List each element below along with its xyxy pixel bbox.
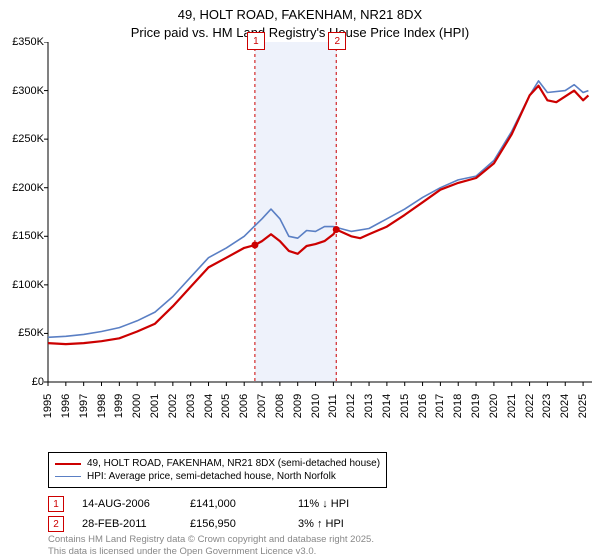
legend-row: 49, HOLT ROAD, FAKENHAM, NR21 8DX (semi-… <box>55 457 380 470</box>
x-tick-label: 1995 <box>42 394 54 418</box>
x-tick-label: 2000 <box>131 394 143 418</box>
x-tick-label: 2018 <box>452 394 464 418</box>
marker-row: 2 28-FEB-2011 £156,950 3% ↑ HPI <box>48 514 388 534</box>
attribution-line-2: This data is licensed under the Open Gov… <box>48 546 316 557</box>
y-tick-label: £300K <box>12 85 44 97</box>
marker-row: 1 14-AUG-2006 £141,000 11% ↓ HPI <box>48 494 388 514</box>
x-tick-label: 2019 <box>470 394 482 418</box>
x-tick-label: 2024 <box>559 394 571 418</box>
title-line-1: 49, HOLT ROAD, FAKENHAM, NR21 8DX <box>178 7 422 22</box>
x-tick-label: 2017 <box>434 394 446 418</box>
x-tick-label: 2025 <box>577 394 589 418</box>
x-tick-label: 2020 <box>488 394 500 418</box>
x-tick-label: 1996 <box>60 394 72 418</box>
x-tick-label: 2001 <box>149 394 161 418</box>
x-tick-label: 2008 <box>274 394 286 418</box>
y-tick-label: £50K <box>18 327 44 339</box>
chart-container: 49, HOLT ROAD, FAKENHAM, NR21 8DX Price … <box>0 0 600 560</box>
x-tick-label: 2013 <box>363 394 375 418</box>
x-tick-label: 1998 <box>96 394 108 418</box>
x-tick-label: 1997 <box>78 394 90 418</box>
chart-area: £0£50K£100K£150K£200K£250K£300K£350K 199… <box>0 42 600 442</box>
title-line-2: Price paid vs. HM Land Registry's House … <box>131 25 469 40</box>
x-tick-label: 2010 <box>310 394 322 418</box>
attribution: Contains HM Land Registry data © Crown c… <box>48 534 374 558</box>
marker-delta: 3% ↑ HPI <box>298 518 388 530</box>
x-tick-label: 2005 <box>220 394 232 418</box>
x-tick-label: 2004 <box>203 394 215 418</box>
marker-price: £141,000 <box>190 498 280 510</box>
plot-marker-box: 1 <box>247 32 265 50</box>
x-tick-label: 2016 <box>417 394 429 418</box>
x-tick-label: 2014 <box>381 394 393 418</box>
x-tick-label: 2002 <box>167 394 179 418</box>
legend-swatch <box>55 476 81 477</box>
x-tick-label: 2015 <box>399 394 411 418</box>
x-tick-label: 2021 <box>506 394 518 418</box>
marker-number-box: 1 <box>48 496 64 512</box>
legend-row: HPI: Average price, semi-detached house,… <box>55 470 380 483</box>
x-tick-label: 2022 <box>524 394 536 418</box>
marker-price: £156,950 <box>190 518 280 530</box>
y-tick-label: £250K <box>12 133 44 145</box>
y-tick-label: £100K <box>12 279 44 291</box>
marker-number-box: 2 <box>48 516 64 532</box>
y-tick-label: £200K <box>12 182 44 194</box>
x-tick-label: 2023 <box>541 394 553 418</box>
marker-date: 28-FEB-2011 <box>82 518 172 530</box>
legend-label: 49, HOLT ROAD, FAKENHAM, NR21 8DX (semi-… <box>87 458 380 469</box>
sale-markers-table: 1 14-AUG-2006 £141,000 11% ↓ HPI 2 28-FEB-201… <box>48 494 388 534</box>
marker-date: 14-AUG-2006 <box>82 498 172 510</box>
x-tick-label: 2007 <box>256 394 268 418</box>
marker-delta: 11% ↓ HPI <box>298 498 388 510</box>
legend-swatch <box>55 463 81 465</box>
x-tick-label: 1999 <box>113 394 125 418</box>
x-tick-label: 2006 <box>238 394 250 418</box>
y-tick-label: £350K <box>12 36 44 48</box>
attribution-line-1: Contains HM Land Registry data © Crown c… <box>48 534 374 545</box>
y-tick-label: £150K <box>12 230 44 242</box>
x-tick-label: 2011 <box>327 394 339 418</box>
x-tick-label: 2009 <box>292 394 304 418</box>
y-tick-label: £0 <box>32 376 44 388</box>
plot-marker-box: 2 <box>328 32 346 50</box>
legend-label: HPI: Average price, semi-detached house,… <box>87 471 336 482</box>
chart-svg <box>0 42 600 442</box>
legend: 49, HOLT ROAD, FAKENHAM, NR21 8DX (semi-… <box>48 452 387 488</box>
x-tick-label: 2012 <box>345 394 357 418</box>
chart-title: 49, HOLT ROAD, FAKENHAM, NR21 8DX Price … <box>0 0 600 41</box>
x-tick-label: 2003 <box>185 394 197 418</box>
